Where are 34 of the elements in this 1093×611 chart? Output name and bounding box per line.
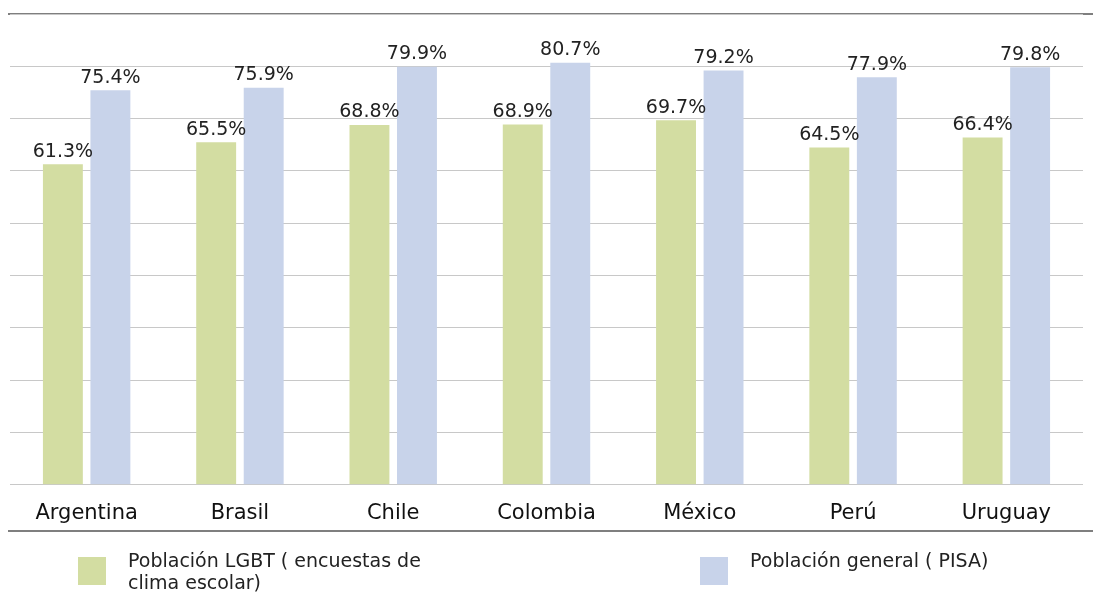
- data-label: 65.5%: [185, 116, 247, 139]
- bar: [1010, 67, 1051, 485]
- data-label: 80.7%: [540, 37, 601, 60]
- bar: [550, 62, 591, 485]
- bar: [349, 124, 390, 485]
- bar: [90, 90, 131, 485]
- data-label: 68.9%: [492, 98, 553, 121]
- bar: [196, 142, 237, 485]
- legend-label: Población general ( PISA): [750, 549, 990, 571]
- legend-label: Población LGBT ( encuestas de clima escolar): [128, 549, 422, 593]
- bar: [656, 120, 696, 485]
- bar: [809, 147, 850, 485]
- data-label: 79.8%: [999, 41, 1061, 64]
- x-tick-label: Perú: [829, 499, 877, 524]
- x-tick-label: Argentina: [35, 499, 138, 524]
- x-tick-label: Chile: [366, 499, 420, 524]
- data-label: 61.3%: [32, 138, 94, 161]
- x-tick-label: Uruguay: [961, 499, 1051, 524]
- data-label: 68.8%: [339, 99, 400, 122]
- data-label: 79.2%: [693, 44, 754, 67]
- data-label: 69.7%: [645, 94, 707, 117]
- x-tick-label: Colombia: [497, 499, 596, 524]
- bar: [397, 66, 437, 485]
- bar: [42, 164, 83, 485]
- data-label: 75.4%: [80, 64, 141, 87]
- data-label: 66.4%: [952, 111, 1013, 134]
- x-tick-label: México: [663, 499, 737, 524]
- bar: [502, 124, 543, 485]
- data-label: 75.9%: [233, 62, 294, 85]
- bar: [962, 137, 1003, 485]
- x-tick-label: Brasil: [210, 499, 270, 524]
- data-label: 79.9%: [386, 41, 448, 64]
- data-label: 64.5%: [799, 121, 860, 144]
- data-label: 77.9%: [846, 51, 908, 74]
